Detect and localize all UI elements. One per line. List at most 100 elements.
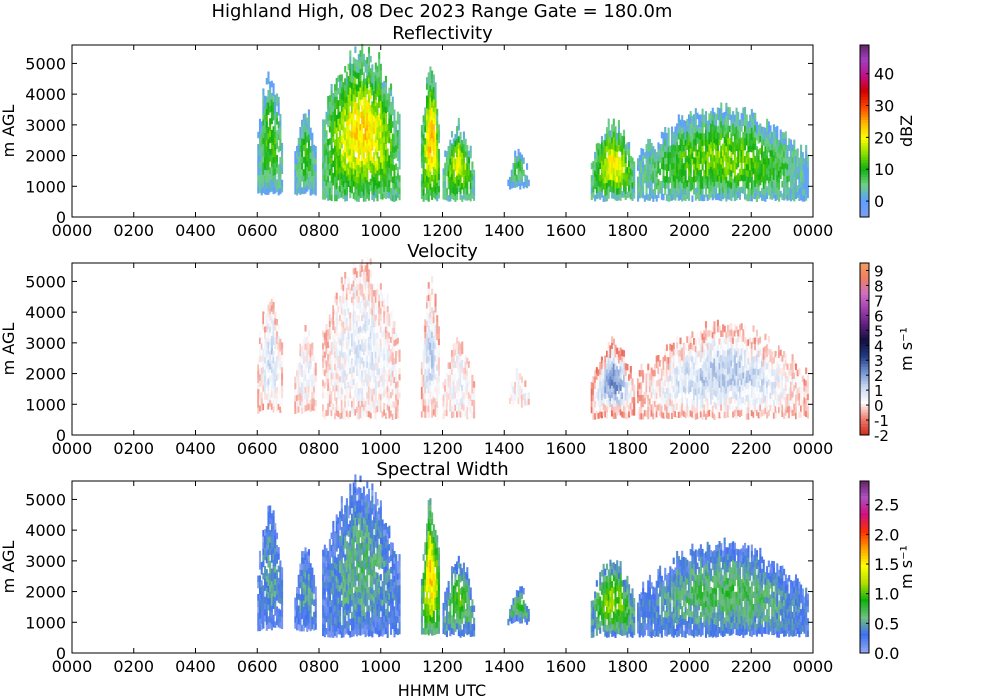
- data-cell: [432, 99, 435, 106]
- colorbar-segment: [860, 176, 869, 181]
- data-cell: [645, 162, 648, 170]
- data-cell: [356, 170, 359, 177]
- data-cell: [325, 403, 328, 411]
- data-cell: [704, 135, 708, 143]
- data-cell: [694, 151, 697, 158]
- data-cell: [391, 151, 394, 159]
- data-cell: [369, 74, 372, 81]
- data-cell: [371, 64, 374, 71]
- data-cell: [306, 117, 309, 125]
- data-cell: [436, 315, 439, 322]
- data-cell: [789, 194, 792, 202]
- data-cell: [359, 356, 362, 363]
- data-cell: [376, 350, 379, 357]
- data-cell: [631, 169, 634, 177]
- data-cell: [364, 339, 367, 346]
- data-cell: [449, 188, 452, 196]
- data-cell: [333, 332, 337, 340]
- data-cell: [260, 133, 263, 141]
- data-cell: [648, 385, 651, 393]
- data-cell: [743, 162, 747, 169]
- data-cell: [786, 169, 789, 177]
- data-cell: [621, 178, 624, 186]
- data-cell: [277, 133, 280, 141]
- data-cell: [323, 369, 326, 377]
- data-cell: [304, 355, 307, 363]
- data-cell: [431, 362, 434, 369]
- data-cell: [660, 187, 663, 194]
- data-cell: [689, 160, 692, 167]
- data-cell: [304, 343, 307, 350]
- data-cell: [335, 102, 338, 110]
- data-cell: [344, 139, 347, 147]
- data-cell: [755, 170, 758, 178]
- data-cell: [710, 154, 713, 161]
- data-cell: [737, 185, 740, 192]
- data-cell: [335, 403, 338, 410]
- data-cell: [328, 338, 331, 346]
- data-cell: [772, 185, 775, 193]
- data-cell: [628, 178, 631, 186]
- data-cell: [434, 119, 437, 126]
- data-cell: [522, 181, 525, 189]
- data-cell: [309, 133, 312, 141]
- data-cell: [342, 395, 345, 402]
- data-cell: [720, 102, 723, 110]
- data-cell: [670, 126, 674, 134]
- data-cell: [650, 192, 653, 199]
- data-cell: [344, 407, 347, 414]
- data-cell: [706, 175, 709, 183]
- data-cell: [312, 181, 316, 189]
- data-cell: [594, 157, 597, 165]
- data-cell: [759, 178, 762, 186]
- data-cell: [691, 140, 694, 147]
- data-cell: [311, 181, 314, 189]
- data-cell: [784, 192, 787, 200]
- data-cell: [378, 306, 381, 314]
- data-cell: [371, 131, 374, 139]
- data-cell: [791, 156, 794, 164]
- data-cell: [327, 390, 330, 398]
- x-tick-label: 1000: [360, 221, 401, 240]
- data-cell: [803, 182, 806, 190]
- data-cell: [362, 90, 365, 98]
- data-cell: [459, 180, 462, 188]
- data-cell: [352, 335, 355, 343]
- data-cell: [687, 181, 691, 189]
- data-cell: [614, 356, 617, 364]
- data-cell: [347, 295, 350, 303]
- data-cell: [381, 137, 384, 145]
- data-cell: [373, 400, 376, 407]
- data-cell: [733, 163, 736, 171]
- data-cell: [345, 90, 348, 97]
- data-cell: [257, 358, 260, 365]
- data-cell: [327, 329, 330, 336]
- data-cell: [356, 338, 359, 346]
- data-cell: [721, 180, 725, 187]
- data-cell: [307, 109, 310, 116]
- data-cell: [652, 146, 655, 153]
- data-cell: [466, 400, 469, 408]
- data-cell: [747, 170, 750, 177]
- data-cell: [742, 119, 745, 127]
- data-cell: [361, 375, 364, 383]
- data-cell: [730, 194, 733, 202]
- data-cell: [422, 355, 425, 363]
- data-cell: [595, 404, 598, 411]
- data-cell: [395, 151, 398, 158]
- data-cell: [269, 387, 272, 395]
- data-cell: [388, 393, 391, 401]
- data-cell: [464, 187, 467, 195]
- data-cell: [450, 167, 454, 175]
- data-cell: [776, 125, 779, 133]
- data-cell: [327, 157, 330, 164]
- data-cell: [371, 315, 374, 322]
- data-cell: [665, 175, 668, 183]
- data-cell: [357, 164, 360, 172]
- data-cell: [647, 369, 650, 377]
- data-cell: [611, 179, 614, 187]
- data-cell: [718, 138, 721, 146]
- data-cell: [369, 362, 372, 370]
- data-cell: [431, 125, 434, 133]
- data-cell: [687, 145, 691, 152]
